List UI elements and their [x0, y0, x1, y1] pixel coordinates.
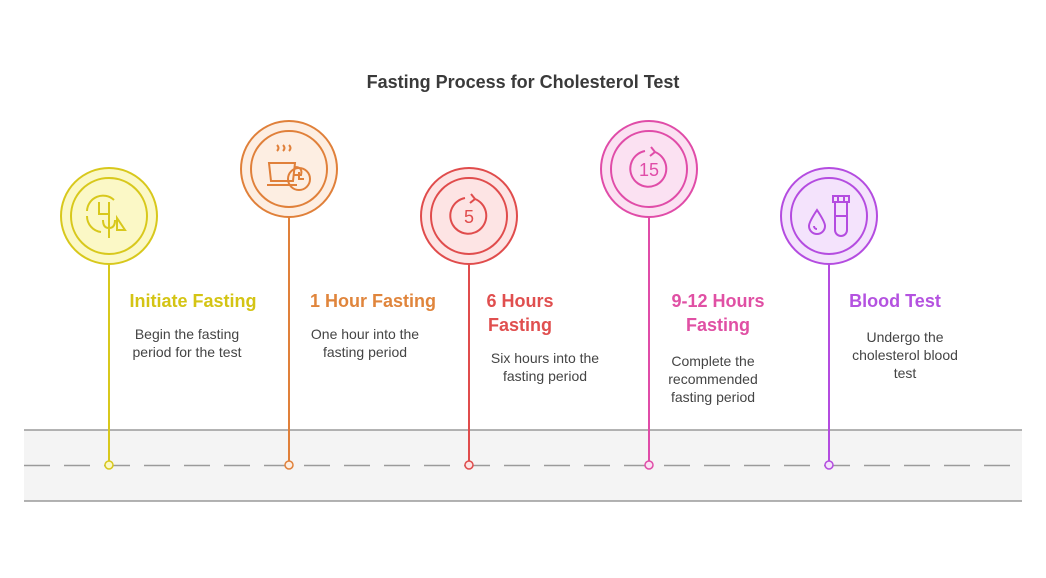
diagram-title: Fasting Process for Cholesterol Test [366, 72, 680, 92]
step-marker [644, 460, 654, 470]
step-title: 1 Hour Fasting [309, 291, 436, 311]
step-icon: 15 [629, 146, 668, 188]
step-title: Initiate Fasting [129, 291, 257, 311]
step-description: Complete the recommended fasting period [668, 353, 758, 405]
step-circle-inner [610, 130, 688, 208]
step-title: Blood Test [849, 291, 941, 311]
step-description: One hour into the fasting period [310, 326, 420, 360]
icon [629, 146, 668, 188]
step-description: Six hours into the fasting period [490, 350, 600, 384]
icon [449, 193, 488, 235]
icon-text: 15 [639, 160, 659, 180]
icon-text: 5 [464, 207, 474, 227]
icon [267, 144, 303, 186]
icon [298, 172, 304, 180]
step-title: 9-12 Hours Fasting [671, 291, 765, 335]
step-description: Undergo the cholesterol blood test [852, 329, 958, 381]
step-marker [284, 460, 294, 470]
step-description: Begin the fasting period for the test [132, 326, 242, 360]
step-icon [267, 144, 311, 191]
icon [807, 195, 850, 237]
step-marker [464, 460, 474, 470]
step-title: 6 Hours Fasting [486, 291, 554, 335]
step-circle-inner [250, 130, 328, 208]
step-icon [85, 194, 127, 238]
step-circle-inner [790, 177, 868, 255]
step-circle-inner [430, 177, 508, 255]
step-marker [824, 460, 834, 470]
icon [287, 167, 311, 191]
icon [85, 194, 127, 238]
step-marker [104, 460, 114, 470]
step-icon [807, 195, 850, 237]
step-icon: 5 [449, 193, 488, 235]
